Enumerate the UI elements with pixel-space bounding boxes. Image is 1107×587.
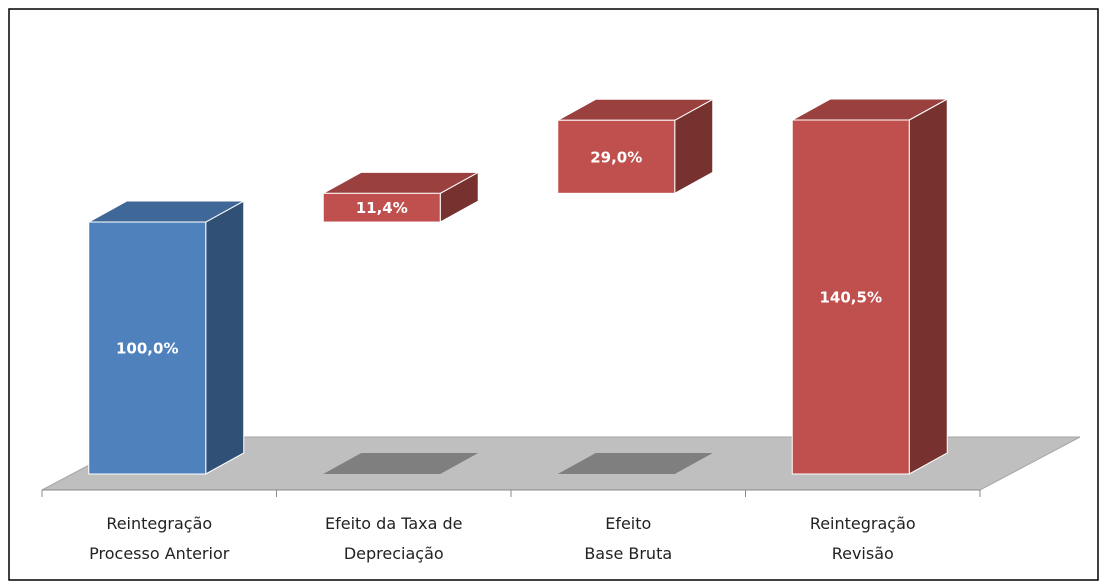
- bar-shadow: [323, 453, 479, 474]
- bar: [791, 119, 910, 475]
- value-label: 29,0%: [590, 148, 642, 166]
- x-tick-label: Reintegração Revisão: [809, 514, 916, 563]
- x-tick-label: Reintegração Processo Anterior: [89, 514, 230, 563]
- value-label: 11,4%: [356, 199, 408, 217]
- bar-shadow: [557, 453, 713, 474]
- bar: [557, 119, 676, 194]
- bar: [322, 192, 441, 223]
- bar-side: [908, 98, 948, 475]
- x-tick-label: Efeito da Taxa de Depreciação: [324, 514, 463, 563]
- bar-side: [205, 200, 245, 475]
- value-label: 140,5%: [820, 289, 882, 307]
- x-tick-label: Efeito Base Bruta: [584, 514, 673, 563]
- value-label: 100,0%: [116, 340, 178, 358]
- bar: [88, 221, 207, 475]
